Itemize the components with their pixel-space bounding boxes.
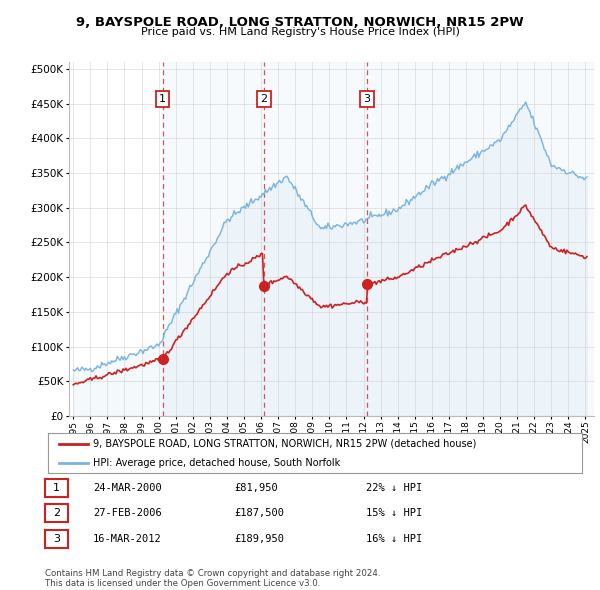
Text: 9, BAYSPOLE ROAD, LONG STRATTON, NORWICH, NR15 2PW (detached house): 9, BAYSPOLE ROAD, LONG STRATTON, NORWICH… bbox=[94, 439, 477, 449]
Text: 27-FEB-2006: 27-FEB-2006 bbox=[93, 509, 162, 518]
Text: 1: 1 bbox=[53, 483, 60, 493]
Text: £189,950: £189,950 bbox=[234, 534, 284, 543]
Text: 15% ↓ HPI: 15% ↓ HPI bbox=[366, 509, 422, 518]
Text: 3: 3 bbox=[53, 534, 60, 543]
Text: 3: 3 bbox=[364, 94, 371, 104]
Text: 1: 1 bbox=[159, 94, 166, 104]
Text: 9, BAYSPOLE ROAD, LONG STRATTON, NORWICH, NR15 2PW: 9, BAYSPOLE ROAD, LONG STRATTON, NORWICH… bbox=[76, 16, 524, 29]
Text: 2: 2 bbox=[53, 509, 60, 518]
Text: 24-MAR-2000: 24-MAR-2000 bbox=[93, 483, 162, 493]
Text: Contains HM Land Registry data © Crown copyright and database right 2024.
This d: Contains HM Land Registry data © Crown c… bbox=[45, 569, 380, 588]
Text: £187,500: £187,500 bbox=[234, 509, 284, 518]
Text: 22% ↓ HPI: 22% ↓ HPI bbox=[366, 483, 422, 493]
Text: Price paid vs. HM Land Registry's House Price Index (HPI): Price paid vs. HM Land Registry's House … bbox=[140, 27, 460, 37]
Text: 16-MAR-2012: 16-MAR-2012 bbox=[93, 534, 162, 543]
Bar bbox=[163, 62, 594, 416]
Text: £81,950: £81,950 bbox=[234, 483, 278, 493]
Text: 16% ↓ HPI: 16% ↓ HPI bbox=[366, 534, 422, 543]
Text: 2: 2 bbox=[260, 94, 268, 104]
Text: HPI: Average price, detached house, South Norfolk: HPI: Average price, detached house, Sout… bbox=[94, 458, 341, 468]
